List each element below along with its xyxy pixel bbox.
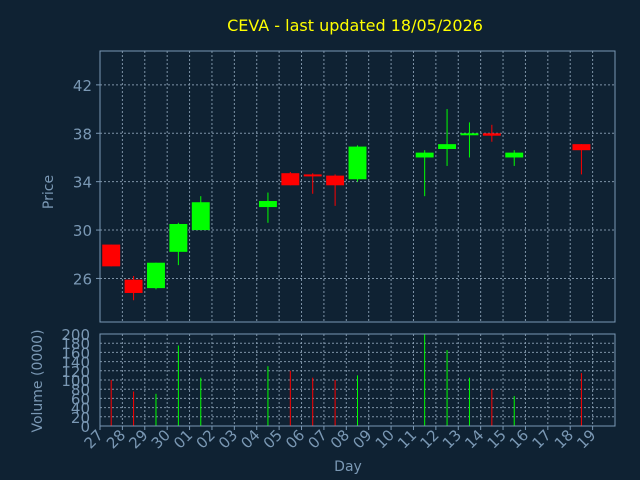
candle-28 <box>124 276 143 301</box>
candle-15 <box>505 150 524 166</box>
price-tick-label: 38 <box>73 125 92 143</box>
candle-18 <box>572 144 591 175</box>
volume-tick-label: 140 <box>61 354 90 372</box>
volume-tick-label: 60 <box>71 390 90 408</box>
volume-tick-label: 200 <box>61 326 90 344</box>
volume-tick-label: 160 <box>61 344 90 362</box>
candle-body <box>460 133 479 136</box>
candle-04 <box>258 192 277 223</box>
chart-title: CEVA - last updated 18/05/2026 <box>227 16 483 35</box>
volume-tick-label: 80 <box>71 381 90 399</box>
price-tick-label: 26 <box>73 270 92 288</box>
price-tick-label: 30 <box>73 222 92 240</box>
candle-12 <box>438 109 457 166</box>
candle-08 <box>348 145 367 182</box>
price-grid <box>100 51 615 322</box>
candles <box>102 109 591 301</box>
candle-body <box>147 262 165 289</box>
volume-tick-label: 40 <box>71 400 90 418</box>
candle-06 <box>303 173 322 194</box>
candle-29 <box>147 262 165 290</box>
candle-body <box>572 144 591 151</box>
candle-body <box>303 174 322 177</box>
candle-body <box>348 146 367 180</box>
candle-30 <box>169 222 188 266</box>
volume-bars <box>110 334 582 426</box>
x-axis-label: Day <box>334 459 362 475</box>
candle-13 <box>460 122 479 158</box>
candle-05 <box>281 171 300 186</box>
price-tick-label: 34 <box>73 174 92 192</box>
candle-body <box>415 152 434 158</box>
volume-tick-label: 100 <box>61 372 90 390</box>
price-plot-frame <box>99 50 616 323</box>
x-tick-label: 19 <box>573 426 599 452</box>
candle-07 <box>326 174 345 206</box>
candle-11 <box>415 150 434 197</box>
price-axis-label: Price <box>41 175 57 209</box>
candle-body <box>438 144 457 149</box>
candle-body <box>482 133 501 136</box>
volume-tick-label: 20 <box>71 409 90 427</box>
volume-tick-label: 0 <box>80 418 90 436</box>
candle-14 <box>482 124 501 142</box>
candle-body <box>326 175 345 186</box>
candle-01 <box>191 196 210 231</box>
candle-body <box>505 152 524 158</box>
volume-tick-label: 180 <box>61 335 90 353</box>
candle-body <box>191 202 210 231</box>
candle-body <box>281 173 300 186</box>
volume-plot-frame <box>99 333 616 427</box>
candle-body <box>124 279 143 293</box>
candle-27 <box>102 244 121 267</box>
price-tick-labels: 26 30 34 38 42 <box>73 77 100 288</box>
volume-tick-label: 120 <box>61 363 90 381</box>
candle-body <box>169 224 188 252</box>
candle-body <box>102 244 121 267</box>
candle-body <box>258 201 277 208</box>
price-tick-label: 42 <box>73 77 92 95</box>
x-tick-labels: 2728293001020304050607080910111213141516… <box>81 426 599 452</box>
volume-axis-label: Volume (0000) <box>30 329 46 432</box>
